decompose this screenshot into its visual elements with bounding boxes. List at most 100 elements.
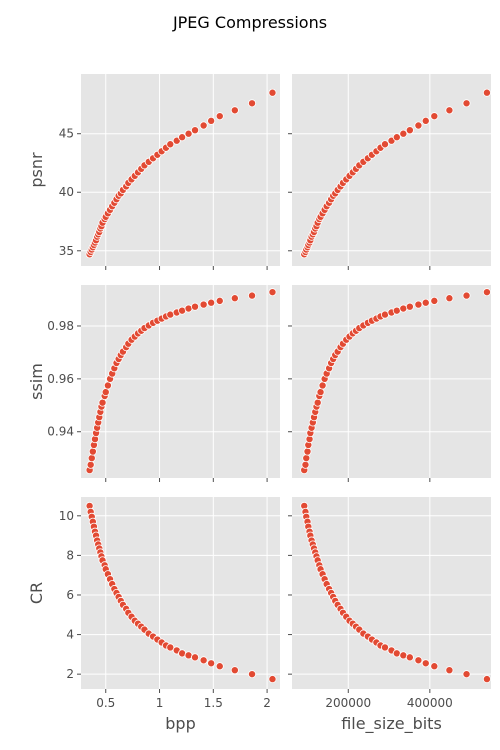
panel-2-2 <box>288 285 491 482</box>
panel-3-2-point-42 <box>431 663 438 670</box>
panel-2-2-point-45 <box>483 289 490 296</box>
panel-1-1-point-37 <box>179 134 186 141</box>
panel-2-1-y-axis-label: ssim <box>27 363 46 400</box>
panel-3-2-point-45 <box>483 676 490 683</box>
panel-3-1-x-tick-label-0: 0.5 <box>96 696 115 710</box>
panel-2-1: 0.94 0.96 0.98 ssim <box>27 285 280 482</box>
panel-2-1-point-15 <box>104 382 111 389</box>
panel-3-1-y-tick-label-4: 10 <box>59 509 74 523</box>
panel-1-1-point-44 <box>248 100 255 107</box>
panel-2-1-point-42 <box>216 297 223 304</box>
panel-2-2-point-2 <box>303 455 310 462</box>
panel-2-2-point-40 <box>415 301 422 308</box>
panel-2-1-point-43 <box>231 295 238 302</box>
panel-3-1-y-axis-label: CR <box>27 582 46 604</box>
panel-2-1-y-tick-label-0: 0.94 <box>47 425 74 439</box>
panel-3-1-x-tick-label-1: 1 <box>156 696 164 710</box>
panel-1-1-y-tick-label-1: 40 <box>59 185 74 199</box>
panel-3-1-y-tick-label-2: 6 <box>66 588 74 602</box>
panel-3-1-point-42 <box>216 663 223 670</box>
panel-1-2-point-37 <box>393 134 400 141</box>
panel-2-1-point-39 <box>191 303 198 310</box>
panel-3-1-y-tick-label-1: 4 <box>66 628 74 642</box>
panel-2-1-point-14 <box>102 388 109 395</box>
panel-3-1-x-tick-label-3: 2 <box>263 696 271 710</box>
panel-3-2-point-35 <box>381 644 388 651</box>
panel-2-1-point-41 <box>208 299 215 306</box>
panel-2-2-point-1 <box>302 461 309 468</box>
panel-3-2-point-37 <box>393 650 400 657</box>
panel-2-2-point-15 <box>319 382 326 389</box>
panel-1-2-point-44 <box>463 100 470 107</box>
panel-3-2-point-43 <box>446 667 453 674</box>
panel-2-1-point-45 <box>269 289 276 296</box>
panel-3-1-point-43 <box>231 667 238 674</box>
panel-1-2-point-39 <box>406 127 413 134</box>
panel-2-2-point-42 <box>431 297 438 304</box>
panel-1-1-point-42 <box>216 113 223 120</box>
panel-1-1-point-39 <box>191 127 198 134</box>
panel-2-1-point-1 <box>87 461 94 468</box>
panel-3-1-point-44 <box>248 671 255 678</box>
figure-title: JPEG Compressions <box>172 13 327 32</box>
panel-2-1-y-tick-label-2: 0.98 <box>47 319 74 333</box>
panel-3-2-x-axis-label: file_size_bits <box>341 714 442 734</box>
panel-1-2-point-35 <box>381 141 388 148</box>
panel-2-2-point-14 <box>317 388 324 395</box>
panel-1-1-y-axis-label: psnr <box>27 152 46 188</box>
panel-1-2-point-38 <box>400 130 407 137</box>
panel-3-2-point-38 <box>400 652 407 659</box>
panel-1-1-point-41 <box>208 117 215 124</box>
panel-3-2-point-40 <box>415 657 422 664</box>
panel-3-2-point-44 <box>463 671 470 678</box>
panel-3-1-background <box>81 497 280 689</box>
panel-2-2-point-41 <box>422 299 429 306</box>
panel-3-1-point-40 <box>200 657 207 664</box>
panel-1-1-y-tick-label-2: 45 <box>59 127 74 141</box>
panel-3-1-y-tick-label-0: 2 <box>66 667 74 681</box>
panel-2-2-point-37 <box>393 307 400 314</box>
panel-3-2-x-tick-label-1: 400000 <box>407 696 453 710</box>
panel-1-2-point-45 <box>483 89 490 96</box>
panel-1-1: 35 40 45 psnr <box>27 74 280 270</box>
panel-3-1-x-axis-label: bpp <box>165 714 195 733</box>
panel-3-2-x-tick-label-0: 200000 <box>325 696 371 710</box>
panel-2-2-point-35 <box>381 311 388 318</box>
panel-1-2-point-43 <box>446 107 453 114</box>
panel-2-2-point-43 <box>446 295 453 302</box>
panel-1-2-point-40 <box>415 122 422 129</box>
panel-1-1-point-38 <box>185 130 192 137</box>
panel-1-2 <box>288 74 491 270</box>
panel-2-2-point-12 <box>314 399 321 406</box>
panel-2-2-point-39 <box>406 303 413 310</box>
panel-1-2-point-42 <box>431 113 438 120</box>
panel-3-1-point-39 <box>191 654 198 661</box>
panel-3-2: 200000 400000 file_size_bits <box>288 497 491 734</box>
panel-3-1-y-tick-label-3: 8 <box>66 548 74 562</box>
panel-1-1-y-tick-label-0: 35 <box>59 244 74 258</box>
panel-2-1-y-tick-label-1: 0.96 <box>47 372 74 386</box>
panel-3-1-point-45 <box>269 676 276 683</box>
panel-3-2-point-41 <box>422 660 429 667</box>
panel-2-1-point-3 <box>89 448 96 455</box>
panel-2-1-point-2 <box>88 455 95 462</box>
panel-2-1-point-40 <box>200 301 207 308</box>
panel-1-1-point-43 <box>231 107 238 114</box>
panel-1-1-point-40 <box>200 122 207 129</box>
panel-2-2-point-38 <box>400 305 407 312</box>
panel-1-1-point-35 <box>167 141 174 148</box>
panel-1-2-background <box>292 74 491 266</box>
panels: 35 40 45 psnr 0.94 0.96 0.98 ssim 0.5 1 1.5 2 2 4 6 8 10… <box>27 74 491 734</box>
panel-2-2-point-44 <box>463 292 470 299</box>
panel-2-1-point-12 <box>99 399 106 406</box>
panel-2-1-point-44 <box>248 292 255 299</box>
panel-1-1-point-45 <box>269 89 276 96</box>
panel-3-1-x-tick-label-2: 1.5 <box>204 696 223 710</box>
panel-3-2-point-39 <box>406 654 413 661</box>
panel-3-1: 0.5 1 1.5 2 2 4 6 8 10 bpp CR <box>27 497 280 733</box>
panel-2-2-point-3 <box>304 448 311 455</box>
panel-1-2-point-41 <box>422 117 429 124</box>
panel-3-2-background <box>292 497 491 689</box>
panel-3-1-point-41 <box>208 660 215 667</box>
